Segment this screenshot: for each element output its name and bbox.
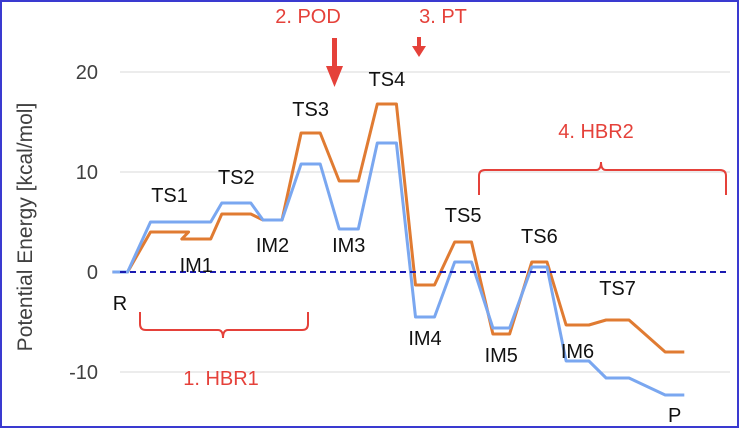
annotation-hbr1: 1. HBR1 — [139, 312, 309, 390]
state-label-im6: IM6 — [561, 341, 594, 363]
pod-arrow-head — [326, 66, 343, 87]
annotation-pt-label: 3. PT — [419, 6, 467, 28]
series-lines — [112, 102, 685, 397]
state-label-ts5: TS5 — [445, 205, 482, 227]
state-label-ts6: TS6 — [521, 226, 558, 248]
state-labels: R TS1 IM1 TS2 IM2 TS3 IM3 TS4 IM4 TS5 IM5 TS6 IM6 TS7… — [113, 69, 682, 426]
state-label-r: R — [113, 293, 127, 315]
annotation-hbr2-label: 4. HBR2 — [558, 121, 634, 143]
y-axis-label: Potential Energy [kcal/mol] — [14, 103, 37, 352]
state-label-im4: IM4 — [408, 328, 441, 350]
state-label-ts7: TS7 — [599, 278, 636, 300]
hbr2-brace — [478, 161, 727, 195]
state-label-im3: IM3 — [332, 235, 365, 257]
pod-arrow-shaft — [332, 38, 337, 68]
y-tick-label: 20 — [76, 62, 98, 84]
y-tick-label: 0 — [87, 262, 98, 284]
annotation-hbr1-label: 1. HBR1 — [183, 368, 259, 390]
y-tick-label: -10 — [69, 362, 98, 384]
pt-arrow-shaft — [417, 37, 421, 47]
state-label-ts1: TS1 — [151, 185, 188, 207]
annotation-pod: 2. POD — [275, 6, 343, 87]
annotation-pod-label: 2. POD — [275, 6, 341, 28]
pt-arrow-head — [412, 46, 426, 57]
state-label-im1: IM1 — [180, 255, 213, 277]
annotation-pt: 3. PT — [412, 6, 467, 57]
state-label-ts2: TS2 — [218, 167, 255, 189]
state-label-ts3: TS3 — [292, 99, 329, 121]
y-tick-labels: -10 0 10 20 — [69, 62, 98, 384]
state-label-p: P — [668, 405, 681, 426]
state-label-im2: IM2 — [256, 235, 289, 257]
grid — [120, 71, 730, 373]
state-label-im5: IM5 — [485, 345, 518, 367]
hbr1-brace — [139, 312, 309, 339]
series-line-orange — [112, 102, 685, 354]
annotation-hbr2: 4. HBR2 — [478, 121, 727, 195]
state-label-ts4: TS4 — [369, 69, 406, 91]
series-line-blue — [112, 141, 685, 397]
y-tick-label: 10 — [76, 162, 98, 184]
